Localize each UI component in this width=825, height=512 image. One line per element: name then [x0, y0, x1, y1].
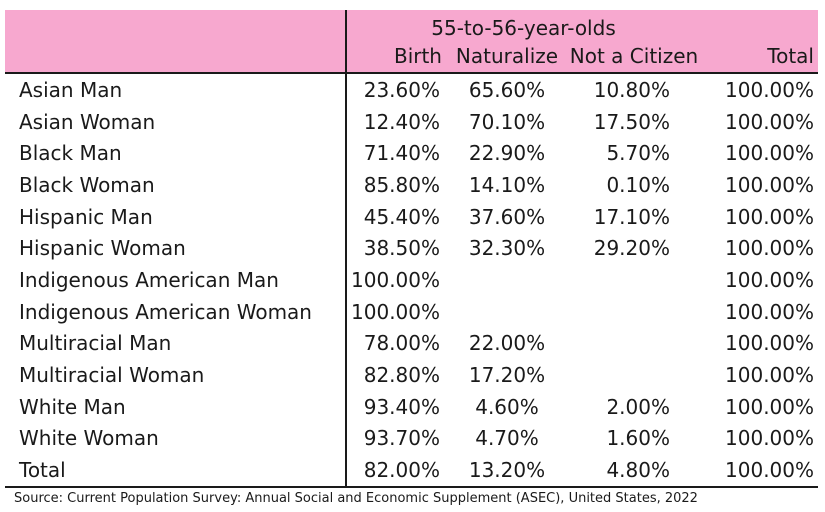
cell-naturalize: 37.60%	[468, 204, 546, 229]
cell-total: 100.00%	[725, 204, 814, 229]
cell-not-a-citizen: 10.80%	[593, 77, 670, 102]
group-header-spacer	[700, 10, 818, 40]
group-header-row: 55-to-56-year-olds	[5, 10, 818, 40]
cell-total: 100.00%	[725, 426, 814, 451]
cell-not-a-citizen: 2.00%	[606, 394, 670, 419]
group-header: 55-to-56-year-olds	[346, 10, 700, 40]
column-header-row: Birth Naturalize Not a Citizen Total	[5, 40, 818, 73]
cell-total: 100.00%	[725, 141, 814, 166]
table-row: White Woman 93.70% 4.70% 1.60% 100.00%	[5, 422, 818, 455]
cell-naturalize: 4.60%	[475, 394, 539, 419]
cell-naturalize: 13.20%	[468, 458, 546, 483]
cell-total: 100.00%	[725, 109, 814, 134]
cell-birth: 12.40%	[363, 109, 440, 134]
cell-naturalize: 17.20%	[468, 363, 546, 388]
row-label: Asian Woman	[5, 105, 347, 138]
row-label: Black Man	[5, 137, 347, 170]
cell-naturalize: 4.70%	[475, 426, 539, 451]
cell-total: 100.00%	[725, 299, 814, 324]
cell-total: 100.00%	[725, 458, 814, 483]
cell-not-a-citizen	[568, 359, 700, 391]
cell-total: 100.00%	[725, 267, 814, 292]
row-label: Indigenous American Woman	[5, 295, 347, 328]
table-row: Multiracial Woman 82.80% 17.20% 100.00%	[5, 359, 818, 391]
table-row: Hispanic Man 45.40% 37.60% 17.10% 100.00%	[5, 200, 818, 233]
row-label: Multiracial Woman	[5, 359, 347, 391]
cell-naturalize: 65.60%	[468, 77, 546, 102]
cell-not-a-citizen: 0.10%	[606, 172, 670, 197]
cell-naturalize: 22.00%	[468, 331, 546, 356]
cell-birth: 100.00%	[351, 299, 440, 324]
table-body: Asian Man 23.60% 65.60% 10.80% 100.00% Asian …	[5, 73, 818, 487]
cell-birth: 78.00%	[363, 331, 440, 356]
cell-naturalize: 32.30%	[468, 236, 546, 261]
cell-naturalize: 22.90%	[468, 141, 546, 166]
cell-naturalize: 14.10%	[468, 172, 546, 197]
table-row: Asian Woman 12.40% 70.10% 17.50% 100.00%	[5, 105, 818, 138]
table-row: Indigenous American Woman 100.00% 100.00%	[5, 295, 818, 328]
cell-not-a-citizen	[568, 296, 700, 328]
cell-birth: 45.40%	[363, 204, 440, 229]
table-header: 55-to-56-year-olds Birth Naturalize Not …	[5, 10, 818, 73]
cell-birth: 82.00%	[363, 458, 440, 483]
cell-not-a-citizen	[568, 328, 700, 360]
cell-birth: 100.00%	[351, 267, 440, 292]
table-row: Black Man 71.40% 22.90% 5.70% 100.00%	[5, 137, 818, 170]
cell-total: 100.00%	[725, 394, 814, 419]
cell-birth: 38.50%	[363, 236, 440, 261]
row-label: White Woman	[5, 422, 347, 455]
row-label: Hispanic Woman	[5, 232, 347, 265]
row-label: Hispanic Man	[5, 200, 347, 233]
cell-birth: 82.80%	[363, 363, 440, 388]
cell-total: 100.00%	[725, 331, 814, 356]
cell-total: 100.00%	[725, 363, 814, 388]
row-label: Total	[5, 454, 347, 487]
row-label: Indigenous American Man	[5, 264, 347, 296]
cell-total: 100.00%	[725, 77, 814, 102]
cell-birth: 93.40%	[363, 394, 440, 419]
citizenship-table-container: 55-to-56-year-olds Birth Naturalize Not …	[5, 10, 818, 488]
cell-birth: 71.40%	[363, 141, 440, 166]
column-header-total: Total	[700, 40, 818, 73]
table-row: Total 82.00% 13.20% 4.80% 100.00%	[5, 454, 818, 487]
cell-not-a-citizen	[568, 264, 700, 296]
cell-naturalize: 70.10%	[468, 109, 546, 134]
row-label: Black Woman	[5, 169, 347, 201]
cell-not-a-citizen: 1.60%	[606, 426, 670, 451]
table-row: Black Woman 85.80% 14.10% 0.10% 100.00%	[5, 169, 818, 201]
header-corner-cell	[5, 10, 347, 40]
cell-not-a-citizen: 4.80%	[606, 458, 670, 483]
cell-not-a-citizen: 17.10%	[593, 204, 670, 229]
table-row: Indigenous American Man 100.00% 100.00%	[5, 264, 818, 296]
row-label: Multiracial Man	[5, 327, 347, 360]
cell-naturalize	[446, 264, 568, 296]
table-row: Asian Man 23.60% 65.60% 10.80% 100.00%	[5, 73, 818, 106]
cell-not-a-citizen: 29.20%	[593, 236, 670, 261]
cell-birth: 23.60%	[363, 77, 440, 102]
table-row: Multiracial Man 78.00% 22.00% 100.00%	[5, 327, 818, 360]
table-row: White Man 93.40% 4.60% 2.00% 100.00%	[5, 390, 818, 423]
cell-naturalize	[446, 296, 568, 328]
cell-total: 100.00%	[725, 236, 814, 261]
cell-birth: 93.70%	[363, 426, 440, 451]
row-label: Asian Man	[5, 73, 347, 106]
citizenship-table: 55-to-56-year-olds Birth Naturalize Not …	[5, 10, 818, 488]
source-note: Source: Current Population Survey: Annua…	[14, 491, 698, 506]
column-header-not-a-citizen: Not a Citizen	[568, 40, 700, 73]
table-row: Hispanic Woman 38.50% 32.30% 29.20% 100.00%	[5, 232, 818, 265]
cell-not-a-citizen: 17.50%	[593, 109, 670, 134]
column-header-birth: Birth	[346, 40, 446, 73]
row-label: White Man	[5, 390, 347, 423]
cell-birth: 85.80%	[363, 172, 440, 197]
cell-total: 100.00%	[725, 172, 814, 197]
row-label-header	[5, 40, 347, 73]
cell-not-a-citizen: 5.70%	[606, 141, 670, 166]
column-header-naturalize: Naturalize	[446, 40, 568, 73]
